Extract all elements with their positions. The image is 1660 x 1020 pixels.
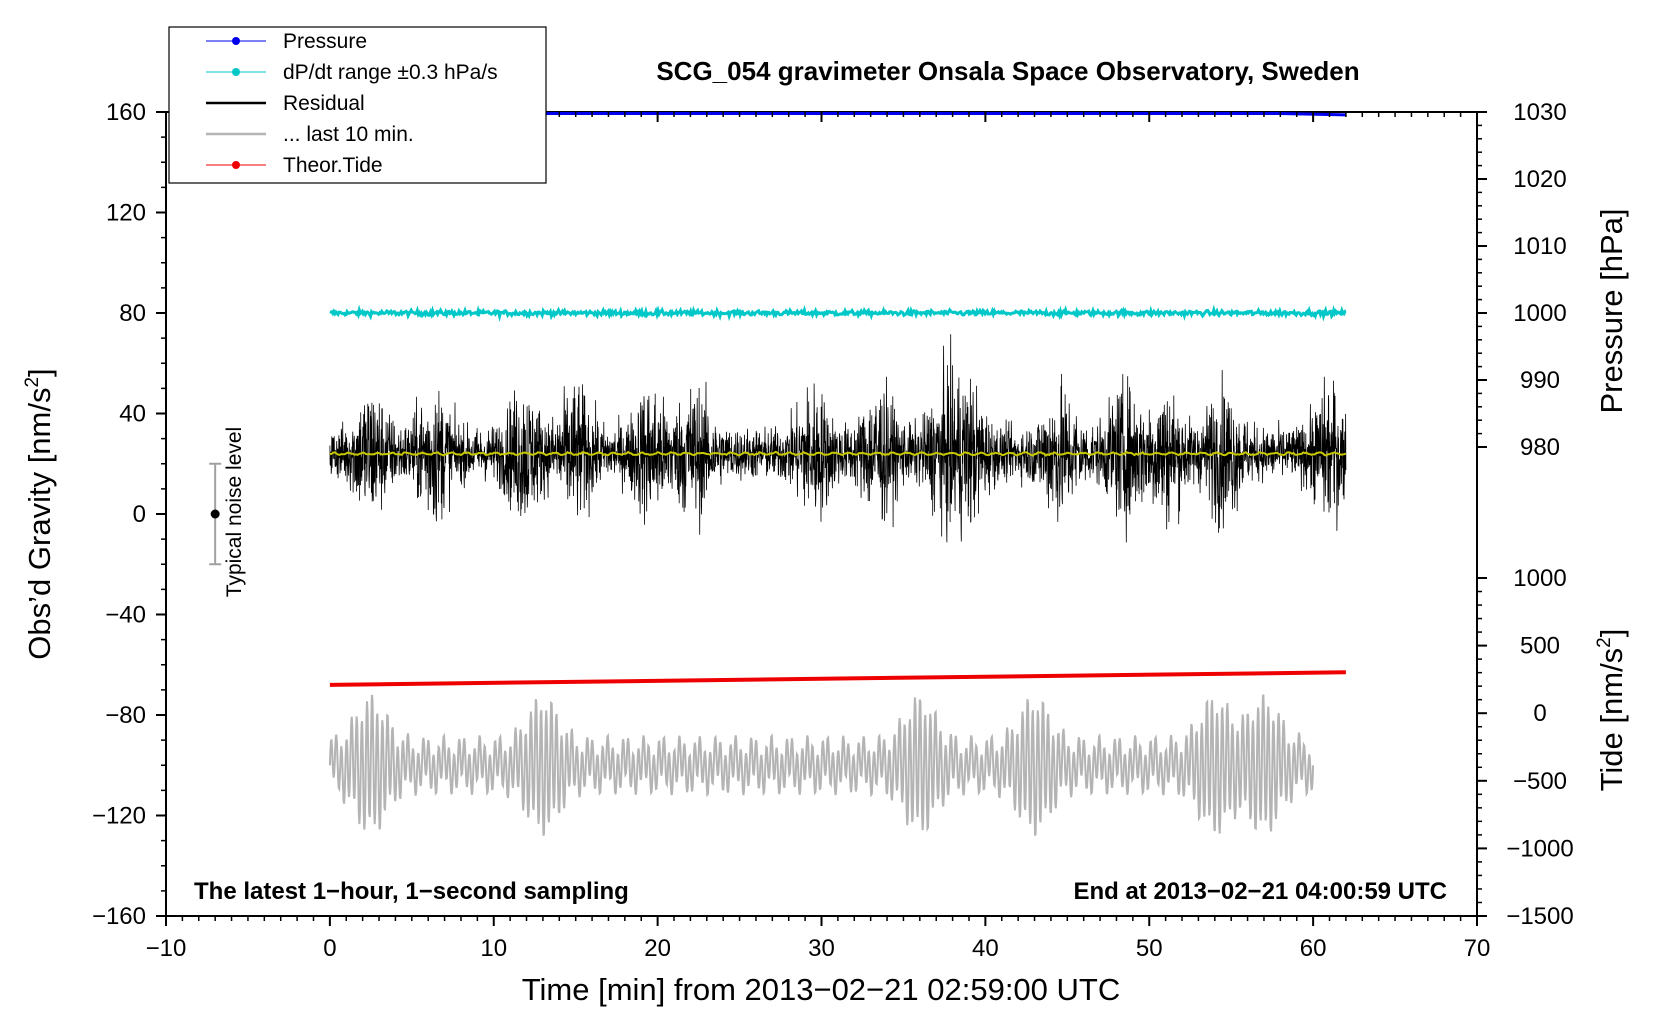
- y-axis-left-title-end: ]: [22, 368, 57, 377]
- y-pressure-tick-label: 990: [1520, 367, 1560, 394]
- y-axis-left-title-sup: 2: [22, 377, 43, 388]
- legend-swatch-dot: [232, 161, 240, 169]
- chart-title: SCG_054 gravimeter Onsala Space Observat…: [656, 56, 1359, 86]
- x-tick-label: 30: [808, 935, 835, 962]
- x-tick-label: 40: [972, 935, 999, 962]
- y-tide-tick-label: 500: [1520, 633, 1560, 660]
- dpdt-series-line: [329, 304, 1347, 323]
- noise-center-dot: [210, 509, 220, 519]
- legend-swatch-dot: [232, 68, 240, 76]
- noise-level-label: Typical noise level: [223, 427, 246, 597]
- legend-label: Residual: [283, 92, 365, 115]
- legend-items: Pressure dP/dt range ±0.3 hPa/s Residual..…: [206, 30, 498, 177]
- legend-box: [168, 26, 547, 184]
- y-left-tick-label: 120: [106, 200, 146, 227]
- residual-series-line: [329, 334, 1347, 543]
- x-axis-ticks: −10 0 10 20 30 40 50 60 70: [146, 112, 1491, 962]
- y-axis-right-ticks: 1030 1020 1010 1000 990 980 1000 500 0 −500 −1000 −…: [1477, 99, 1574, 930]
- last10min-series-line: [328, 694, 1315, 836]
- y-left-tick-label: −80: [105, 702, 146, 729]
- x-axis-title: Time [min] from 2013−02−21 02:59:00 UTC: [522, 972, 1121, 1007]
- x-tick-label: 10: [480, 935, 507, 962]
- y-left-tick-label: −120: [92, 803, 146, 830]
- x-tick-label: −10: [146, 935, 187, 962]
- y-pressure-tick-label: 1000: [1513, 300, 1566, 327]
- y-axis-tide-title: Tide [nm/s2]: [1594, 629, 1629, 792]
- y-axis-tide-title-end: ]: [1594, 629, 1629, 638]
- legend-label: ... last 10 min.: [283, 123, 414, 146]
- series-layer: [328, 112, 1347, 836]
- y-left-tick-label: 40: [119, 401, 146, 428]
- legend-label: Theor.Tide: [283, 154, 383, 177]
- y-left-tick-label: −40: [105, 602, 146, 629]
- x-tick-label: 60: [1300, 935, 1327, 962]
- residual-mean-line: [329, 450, 1347, 457]
- legend-label: Pressure: [283, 30, 367, 53]
- y-left-tick-label: 160: [106, 99, 146, 126]
- y-axis-left-ticks: 160 120 80 40 0 −40 −80 −120 −160: [92, 99, 166, 930]
- y-tide-tick-label: −1000: [1506, 835, 1573, 862]
- y-pressure-tick-label: 980: [1520, 434, 1560, 461]
- y-tide-tick-label: −500: [1513, 768, 1567, 795]
- legend-swatch-dot: [232, 37, 240, 45]
- y-left-tick-label: −160: [92, 903, 146, 930]
- y-left-tick-label: 80: [119, 300, 146, 327]
- x-tick-label: 20: [644, 935, 671, 962]
- y-axis-left-title-text: Obs’d Gravity [nm/s: [22, 388, 57, 660]
- y-tide-tick-label: 1000: [1513, 565, 1566, 592]
- y-axis-left-title: Obs’d Gravity [nm/s2]: [22, 368, 57, 659]
- y-pressure-tick-label: 1010: [1513, 233, 1566, 260]
- y-pressure-tick-label: 1030: [1513, 99, 1566, 126]
- y-axis-tide-title-text: Tide [nm/s: [1594, 648, 1629, 792]
- y-left-tick-label: 0: [133, 501, 146, 528]
- legend: Pressure dP/dt range ±0.3 hPa/s Residual..…: [168, 26, 547, 184]
- x-tick-label: 70: [1464, 935, 1491, 962]
- y-tide-tick-label: −1500: [1506, 903, 1573, 930]
- y-tide-tick-label: 0: [1533, 700, 1546, 727]
- x-tick-label: 0: [323, 935, 336, 962]
- noise-level-indicator: [209, 462, 222, 566]
- note-right: End at 2013−02−21 04:00:59 UTC: [1073, 878, 1447, 905]
- tide-series-line: [329, 670, 1346, 687]
- note-left: The latest 1−hour, 1−second sampling: [194, 878, 629, 905]
- y-axis-tide-title-sup: 2: [1594, 637, 1615, 648]
- x-tick-label: 50: [1136, 935, 1163, 962]
- legend-label: dP/dt range ±0.3 hPa/s: [283, 61, 498, 84]
- y-pressure-tick-label: 1020: [1513, 166, 1566, 193]
- y-axis-pressure-title: Pressure [hPa]: [1594, 208, 1629, 413]
